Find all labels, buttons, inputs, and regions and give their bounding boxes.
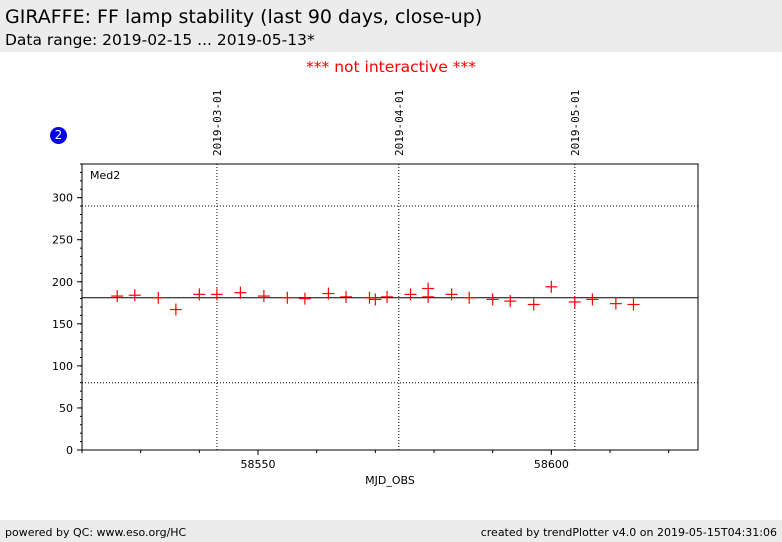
data-range-subtitle: Data range: 2019-02-15 ... 2019-05-13* bbox=[5, 31, 315, 49]
y-tick-label: 200 bbox=[52, 276, 73, 289]
panel-label: Med2 bbox=[90, 169, 120, 182]
x-tick-label: 58600 bbox=[534, 458, 569, 471]
data-point bbox=[298, 292, 311, 305]
y-tick-label: 300 bbox=[52, 192, 73, 205]
data-point bbox=[381, 290, 394, 303]
plot-number-badge: 2 bbox=[50, 127, 67, 144]
axes-layer: 2019-03-01 2019-04-01 2019-05-01 0 50 100 150 2… bbox=[52, 90, 670, 471]
data-point bbox=[422, 282, 435, 295]
plot-frame bbox=[81, 163, 699, 451]
footer-band: powered by QC: www.eso.org/HC created by… bbox=[0, 520, 782, 542]
data-point bbox=[404, 288, 417, 301]
data-point bbox=[111, 290, 124, 303]
y-tick-label: 100 bbox=[52, 360, 73, 373]
data-point bbox=[322, 287, 335, 300]
data-point bbox=[363, 291, 376, 304]
data-point bbox=[568, 295, 581, 308]
date-marker-label: 2019-05-01 bbox=[569, 90, 582, 156]
date-marker-label: 2019-03-01 bbox=[211, 90, 224, 156]
x-axis-label: MJD_OBS bbox=[365, 474, 415, 487]
header-band: GIRAFFE: FF lamp stability (last 90 days… bbox=[0, 0, 782, 52]
data-point bbox=[463, 291, 476, 304]
data-point bbox=[504, 295, 517, 308]
data-point bbox=[445, 288, 458, 301]
data-point bbox=[193, 288, 206, 301]
y-tick-label: 150 bbox=[52, 318, 73, 331]
data-point bbox=[627, 298, 640, 311]
footer-powered-by: powered by QC: www.eso.org/HC bbox=[5, 526, 187, 539]
points-layer bbox=[111, 280, 640, 316]
data-point bbox=[340, 290, 352, 303]
data-point bbox=[527, 298, 540, 311]
data-point bbox=[128, 289, 141, 302]
data-point bbox=[369, 293, 382, 306]
y-tick-label: 250 bbox=[52, 234, 73, 247]
date-marker-label: 2019-04-01 bbox=[393, 90, 406, 156]
data-point bbox=[169, 303, 182, 316]
data-point bbox=[486, 293, 499, 306]
data-point bbox=[152, 291, 165, 304]
data-point bbox=[234, 286, 247, 299]
data-point bbox=[281, 291, 294, 304]
not-interactive-notice: *** not interactive *** bbox=[306, 58, 476, 76]
data-point bbox=[586, 293, 599, 306]
data-point bbox=[609, 297, 622, 310]
grid-layer bbox=[82, 164, 698, 450]
page-title: GIRAFFE: FF lamp stability (last 90 days… bbox=[5, 6, 483, 28]
x-tick-label: 58550 bbox=[241, 458, 276, 471]
data-point bbox=[210, 288, 223, 301]
data-point bbox=[257, 290, 270, 303]
y-tick-label: 0 bbox=[66, 444, 73, 457]
y-tick-label: 50 bbox=[59, 402, 73, 415]
data-point bbox=[545, 280, 558, 293]
footer-created-by: created by trendPlotter v4.0 on 2019-05-… bbox=[480, 526, 777, 539]
